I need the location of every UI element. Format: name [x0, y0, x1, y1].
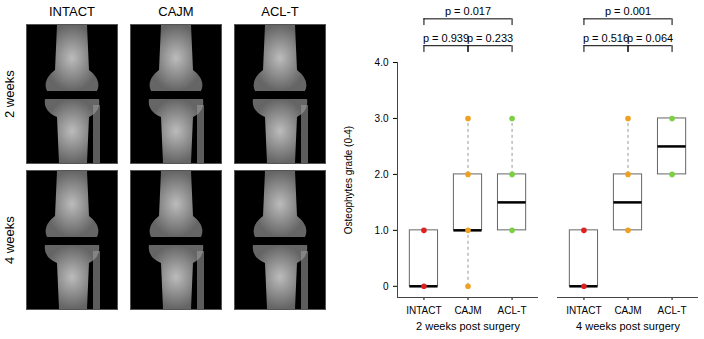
- svg-text:p = 0.516: p = 0.516: [583, 32, 629, 44]
- svg-text:p = 0.233: p = 0.233: [467, 32, 513, 44]
- svg-text:p = 0.001: p = 0.001: [605, 5, 651, 17]
- svg-text:CAJM: CAJM: [614, 305, 641, 316]
- html-text:ACL-T: ACL-T: [261, 4, 299, 19]
- html-text:INTACT: INTACT: [49, 4, 95, 19]
- svg-text:4 weeks post surgery: 4 weeks post surgery: [576, 320, 680, 332]
- html-text:4 weeks: 4 weeks: [2, 216, 17, 264]
- svg-text:CAJM: CAJM: [454, 305, 481, 316]
- svg-text:p = 0.017: p = 0.017: [445, 5, 491, 17]
- svg-text:ACL-T: ACL-T: [658, 305, 687, 316]
- svg-text:Osteophytes grade (0-4): Osteophytes grade (0-4): [343, 126, 354, 234]
- svg-text:ACL-T: ACL-T: [498, 305, 527, 316]
- svg-text:INTACT: INTACT: [566, 305, 601, 316]
- svg-text:0: 0: [383, 281, 389, 292]
- svg-text:1.0: 1.0: [375, 225, 389, 236]
- svg-text:4.0: 4.0: [375, 57, 389, 68]
- svg-text:p = 0.939: p = 0.939: [423, 32, 469, 44]
- html-text:2 weeks: 2 weeks: [2, 70, 17, 118]
- html-text:CAJM: CAJM: [158, 4, 194, 19]
- svg-text:3.0: 3.0: [375, 113, 389, 124]
- svg-text:INTACT: INTACT: [406, 305, 441, 316]
- svg-text:p = 0.064: p = 0.064: [627, 32, 673, 44]
- svg-text:2 weeks post surgery: 2 weeks post surgery: [416, 320, 520, 332]
- svg-text:2.0: 2.0: [375, 169, 389, 180]
